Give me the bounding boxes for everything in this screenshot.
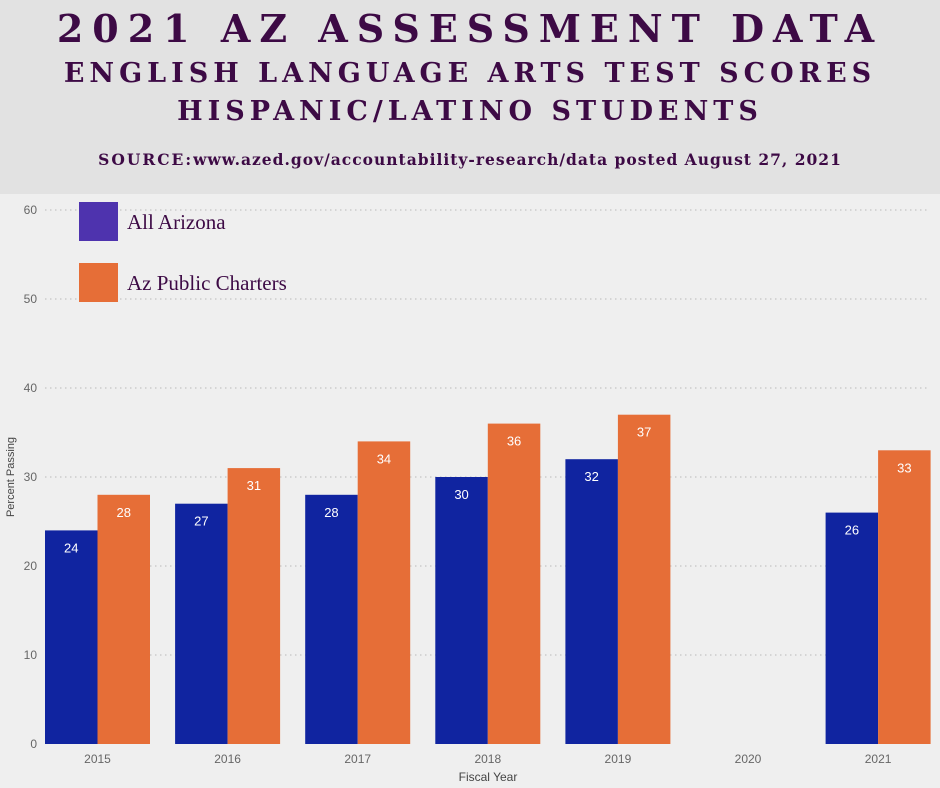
legend-label-az-public-charters: Az Public Charters xyxy=(127,271,287,295)
bar-all-arizona-2016 xyxy=(175,503,228,744)
data-label-az-public-charters-2017: 34 xyxy=(377,451,391,466)
y-axis-label: Percent Passing xyxy=(5,437,17,517)
data-label-az-public-charters-2019: 37 xyxy=(637,425,651,440)
y-tick-label-30: 30 xyxy=(24,470,38,484)
x-tick-label-2018: 2018 xyxy=(474,752,501,766)
bar-az-public-charters-2019 xyxy=(617,414,671,744)
x-tick-label-2017: 2017 xyxy=(344,752,371,766)
bar-az-public-charters-2016 xyxy=(227,468,281,744)
x-tick-label-2016: 2016 xyxy=(214,752,241,766)
bar-all-arizona-2019 xyxy=(565,459,618,744)
y-tick-label-10: 10 xyxy=(24,648,38,662)
data-label-all-arizona-2021: 26 xyxy=(845,523,859,538)
bar-chart: 0 10 20 30 40 50 60 Percent Passing Fiscal Year 2… xyxy=(5,203,931,784)
bar-all-arizona-2018 xyxy=(435,477,488,744)
data-label-az-public-charters-2016: 31 xyxy=(247,478,261,493)
bar-az-public-charters-2018 xyxy=(487,423,541,744)
y-tick-label-60: 60 xyxy=(24,203,38,217)
data-label-az-public-charters-2018: 36 xyxy=(507,434,521,449)
y-tick-label-20: 20 xyxy=(24,559,38,573)
page-title: 2021 AZ ASSESSMENT DATA xyxy=(56,6,884,51)
x-tick-label-2020: 2020 xyxy=(735,752,762,766)
y-tick-label-50: 50 xyxy=(24,292,38,306)
x-tick-label-2019: 2019 xyxy=(605,752,632,766)
x-axis-label: Fiscal Year xyxy=(459,770,518,784)
legend-label-all-arizona: All Arizona xyxy=(127,210,226,234)
bar-az-public-charters-2021 xyxy=(878,450,931,744)
x-tick-label-2021: 2021 xyxy=(865,752,892,766)
bar-all-arizona-2021 xyxy=(825,512,879,744)
source-line: SOURCE:www.azed.gov/accountability-resea… xyxy=(0,150,940,169)
subtitle-group: HISPANIC/LATINO STUDENTS xyxy=(177,96,763,127)
data-label-all-arizona-2019: 32 xyxy=(584,469,598,484)
bar-az-public-charters-2017 xyxy=(357,441,411,744)
bar-all-arizona-2015 xyxy=(45,530,98,744)
data-label-az-public-charters-2021: 33 xyxy=(897,460,911,475)
legend-swatch-az-public-charters xyxy=(79,263,118,302)
bar-az-public-charters-2015 xyxy=(97,494,150,744)
data-label-all-arizona-2018: 30 xyxy=(454,487,468,502)
source-text: www.azed.gov/accountability-research/dat… xyxy=(193,150,842,169)
data-label-all-arizona-2016: 27 xyxy=(194,514,208,529)
source-label: SOURCE: xyxy=(98,150,194,169)
data-label-all-arizona-2015: 24 xyxy=(64,540,78,555)
data-label-az-public-charters-2015: 28 xyxy=(117,505,131,520)
data-label-all-arizona-2017: 28 xyxy=(324,505,338,520)
bar-all-arizona-2017 xyxy=(305,494,358,744)
y-tick-label-40: 40 xyxy=(24,381,38,395)
y-tick-label-0: 0 xyxy=(30,737,37,751)
header-banner: 2021 AZ ASSESSMENT DATA ENGLISH LANGUAGE… xyxy=(0,0,940,194)
subtitle-subject: ENGLISH LANGUAGE ARTS TEST SCORES xyxy=(63,58,877,89)
x-tick-label-2015: 2015 xyxy=(84,752,111,766)
legend-swatch-all-arizona xyxy=(79,202,118,241)
